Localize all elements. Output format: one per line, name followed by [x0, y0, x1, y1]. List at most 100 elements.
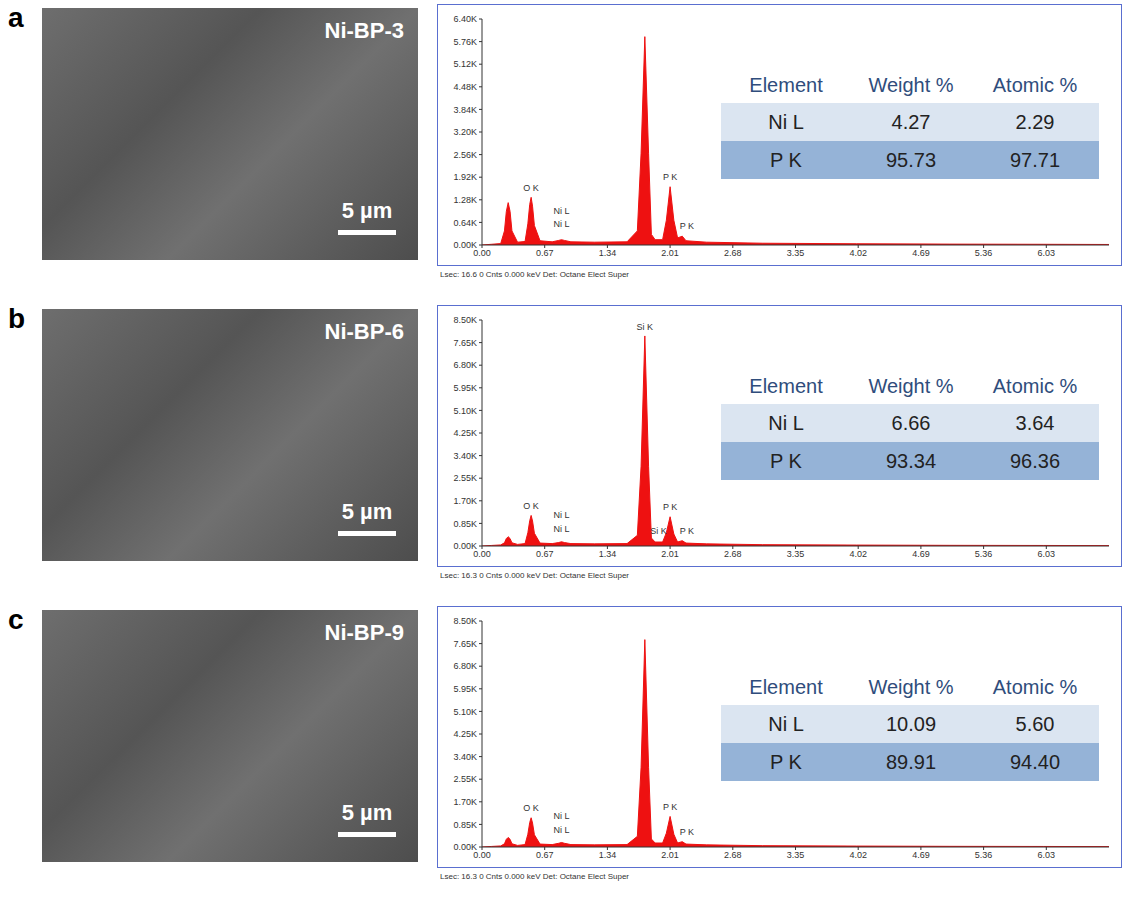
svg-text:4.02: 4.02	[849, 248, 867, 258]
svg-text:5.12K: 5.12K	[453, 59, 477, 69]
html-text:Ni L: Ni L	[768, 110, 804, 133]
svg-text:1.70K: 1.70K	[453, 496, 477, 506]
svg-text:5.36: 5.36	[975, 549, 993, 559]
svg-text:1.70K: 1.70K	[453, 797, 477, 807]
svg-text:2.68: 2.68	[724, 248, 742, 258]
svg-text:5.10K: 5.10K	[453, 707, 477, 717]
html-text:6.66: 6.66	[891, 411, 931, 434]
html-text:Weight %: Weight %	[868, 374, 954, 397]
html-text:5 µm: 5 µm	[341, 800, 393, 825]
svg-text:4.48K: 4.48K	[453, 82, 477, 92]
html-text:5 µm: 5 µm	[341, 198, 393, 223]
svg-text:2.01: 2.01	[661, 248, 679, 258]
svg-text:0.00K: 0.00K	[453, 541, 477, 551]
svg-text:P K: P K	[663, 502, 677, 512]
svg-text:1.92K: 1.92K	[453, 172, 477, 182]
svg-text:Si K: Si K	[637, 322, 654, 332]
svg-text:5.95K: 5.95K	[453, 383, 477, 393]
html-text:5 µm: 5 µm	[341, 499, 393, 524]
svg-text:2.56K: 2.56K	[453, 150, 477, 160]
svg-text:3.84K: 3.84K	[453, 105, 477, 115]
svg-text:Ni L: Ni L	[554, 524, 570, 534]
svg-text:6.40K: 6.40K	[453, 14, 477, 24]
html-text:P K: P K	[770, 148, 802, 171]
html-text:Atomic %: Atomic %	[992, 73, 1078, 96]
svg-text:P K: P K	[680, 827, 694, 837]
svg-text:2.68: 2.68	[724, 850, 742, 860]
svg-text:5.36: 5.36	[975, 248, 993, 258]
svg-text:2.01: 2.01	[661, 549, 679, 559]
svg-text:8.50K: 8.50K	[453, 616, 477, 626]
svg-text:2.01: 2.01	[661, 850, 679, 860]
html-text:97.71: 97.71	[1010, 148, 1060, 171]
html-text:Atomic %: Atomic %	[992, 374, 1078, 397]
svg-text:3.35: 3.35	[787, 248, 805, 258]
svg-text:7.65K: 7.65K	[453, 639, 477, 649]
html-text:Element: Element	[749, 73, 823, 96]
svg-text:4.69: 4.69	[912, 248, 930, 258]
html-text:93.34: 93.34	[886, 449, 936, 472]
svg-text:Ni L: Ni L	[554, 219, 570, 229]
svg-text:3.40K: 3.40K	[453, 451, 477, 461]
html-text:Element: Element	[749, 374, 823, 397]
svg-text:4.69: 4.69	[912, 549, 930, 559]
html-text:3.64: 3.64	[1015, 411, 1055, 434]
svg-text:O K: O K	[523, 183, 539, 193]
svg-text:0.00K: 0.00K	[453, 240, 477, 250]
svg-text:3.35: 3.35	[787, 549, 805, 559]
html-text:2.29: 2.29	[1015, 110, 1055, 133]
svg-text:0.67: 0.67	[536, 549, 554, 559]
svg-text:0.67: 0.67	[536, 850, 554, 860]
svg-text:0.00K: 0.00K	[453, 842, 477, 852]
svg-text:0.67: 0.67	[536, 248, 554, 258]
html-text:P K: P K	[770, 449, 802, 472]
svg-text:P K: P K	[680, 526, 694, 536]
svg-text:6.80K: 6.80K	[453, 360, 477, 370]
html-text:Weight %: Weight %	[868, 73, 954, 96]
svg-text:4.02: 4.02	[849, 850, 867, 860]
svg-text:4.25K: 4.25K	[453, 428, 477, 438]
svg-text:5.95K: 5.95K	[453, 684, 477, 694]
svg-text:P K: P K	[663, 802, 677, 812]
html-text:Ni-BP-9: Ni-BP-9	[324, 620, 404, 645]
svg-text:1.34: 1.34	[599, 248, 617, 258]
svg-text:5.76K: 5.76K	[453, 37, 477, 47]
svg-text:P K: P K	[680, 221, 694, 231]
svg-text:6.03: 6.03	[1038, 248, 1056, 258]
svg-text:1.34: 1.34	[599, 850, 617, 860]
svg-text:0.64K: 0.64K	[453, 218, 477, 228]
svg-text:4.69: 4.69	[912, 850, 930, 860]
svg-text:P K: P K	[663, 172, 677, 182]
svg-text:O K: O K	[523, 501, 539, 511]
html-text:Ni-BP-3: Ni-BP-3	[324, 18, 404, 43]
svg-text:O K: O K	[523, 803, 539, 813]
svg-text:0.85K: 0.85K	[453, 519, 477, 529]
svg-text:2.68: 2.68	[724, 549, 742, 559]
svg-text:Ni L: Ni L	[554, 825, 570, 835]
svg-text:5.10K: 5.10K	[453, 406, 477, 416]
svg-text:2.55K: 2.55K	[453, 473, 477, 483]
svg-text:1.34: 1.34	[599, 549, 617, 559]
svg-text:4.25K: 4.25K	[453, 729, 477, 739]
svg-text:Ni L: Ni L	[554, 510, 570, 520]
svg-text:8.50K: 8.50K	[453, 315, 477, 325]
svg-text:6.80K: 6.80K	[453, 661, 477, 671]
svg-text:Ni L: Ni L	[554, 206, 570, 216]
svg-text:4.02: 4.02	[849, 549, 867, 559]
svg-text:Si K: Si K	[650, 526, 667, 536]
svg-text:3.35: 3.35	[787, 850, 805, 860]
html-text:Ni-BP-6: Ni-BP-6	[324, 319, 404, 344]
html-text:4.27: 4.27	[891, 110, 931, 133]
svg-text:2.55K: 2.55K	[453, 774, 477, 784]
svg-text:5.36: 5.36	[975, 850, 993, 860]
svg-text:3.40K: 3.40K	[453, 752, 477, 762]
svg-text:1.28K: 1.28K	[453, 195, 477, 205]
html-text:Ni L: Ni L	[768, 411, 804, 434]
svg-text:Ni L: Ni L	[554, 811, 570, 821]
html-text:95.73: 95.73	[886, 148, 936, 171]
svg-text:0.85K: 0.85K	[453, 820, 477, 830]
svg-text:7.65K: 7.65K	[453, 338, 477, 348]
svg-text:3.20K: 3.20K	[453, 127, 477, 137]
svg-text:6.03: 6.03	[1038, 850, 1056, 860]
svg-text:6.03: 6.03	[1038, 549, 1056, 559]
